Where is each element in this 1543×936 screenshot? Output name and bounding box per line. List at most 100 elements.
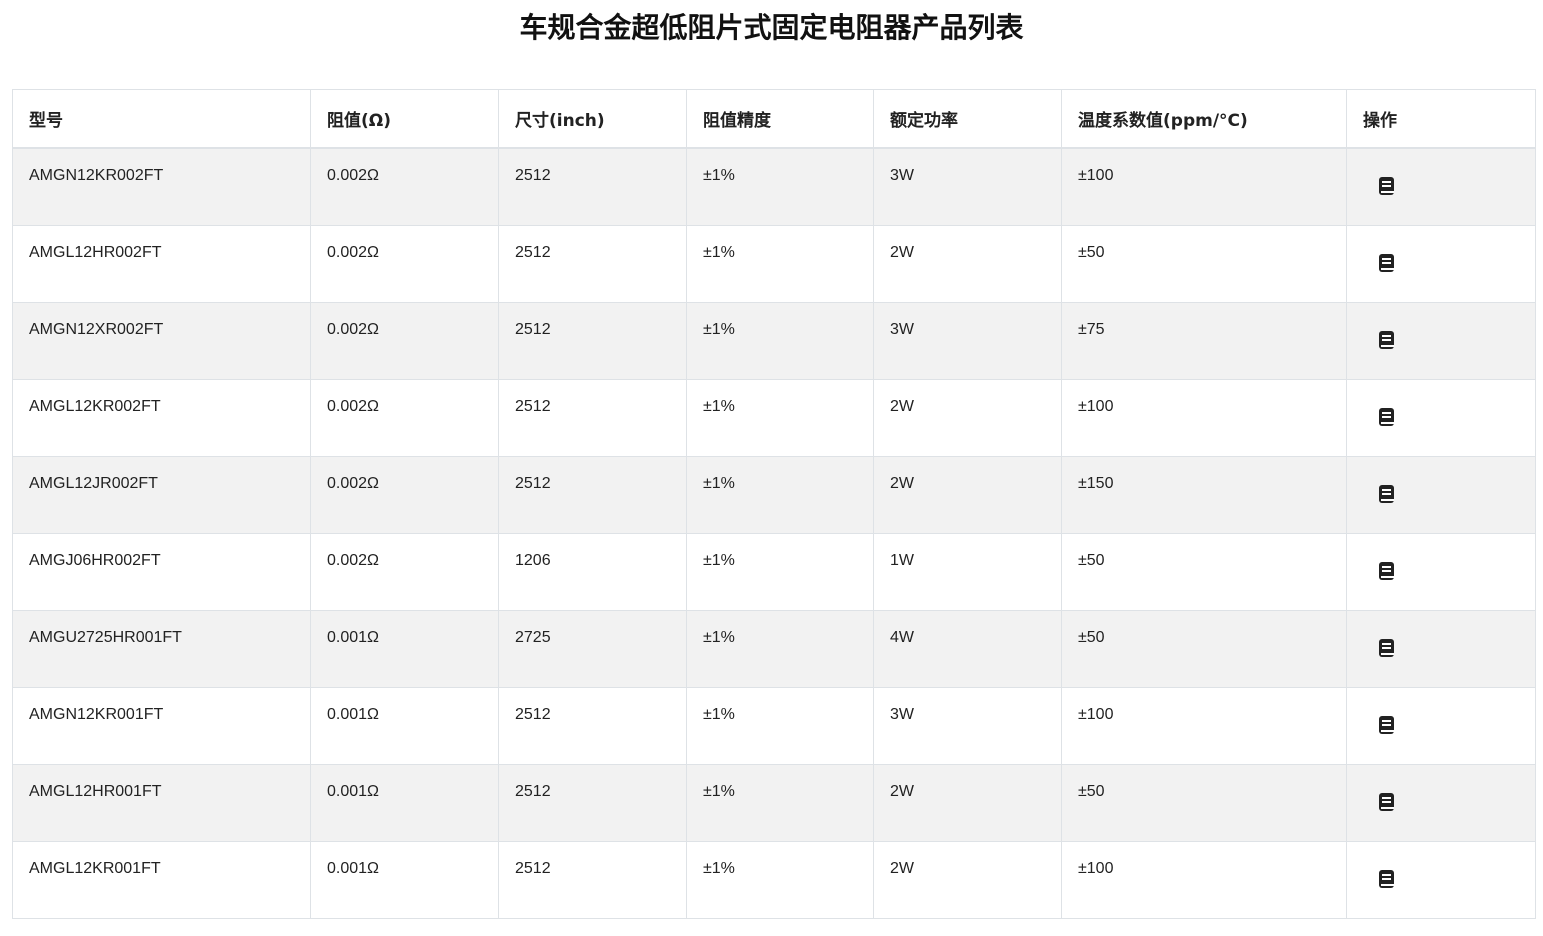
cell-power: 3W <box>873 147 1062 226</box>
cell-action <box>1346 455 1536 534</box>
cell-size: 2512 <box>498 301 687 380</box>
cell-size: 1206 <box>498 532 687 611</box>
cell-resistance: 0.001Ω <box>310 686 499 765</box>
cell-model: AMGL12HR001FT <box>12 763 311 842</box>
book-icon[interactable] <box>1379 561 1394 580</box>
cell-power: 4W <box>873 609 1062 688</box>
book-icon[interactable] <box>1379 715 1394 734</box>
table-row: AMGU2725HR001FT 0.001Ω 2725 ±1% 4W ±50 <box>12 609 1536 688</box>
cell-tcr: ±50 <box>1061 609 1347 688</box>
cell-tolerance: ±1% <box>686 532 874 611</box>
table-row: AMGL12HR001FT 0.001Ω 2512 ±1% 2W ±50 <box>12 763 1536 842</box>
cell-tcr: ±150 <box>1061 455 1347 534</box>
column-header-resistance: 阻值(Ω) <box>310 89 499 149</box>
cell-tcr: ±50 <box>1061 224 1347 303</box>
table-row: AMGN12KR001FT 0.001Ω 2512 ±1% 3W ±100 <box>12 686 1536 765</box>
cell-action <box>1346 763 1536 842</box>
cell-tolerance: ±1% <box>686 686 874 765</box>
cell-action <box>1346 301 1536 380</box>
book-icon[interactable] <box>1379 407 1394 426</box>
cell-tolerance: ±1% <box>686 301 874 380</box>
cell-power: 2W <box>873 840 1062 919</box>
cell-power: 1W <box>873 532 1062 611</box>
cell-action <box>1346 609 1536 688</box>
table-row: AMGL12HR002FT 0.002Ω 2512 ±1% 2W ±50 <box>12 224 1536 303</box>
cell-action <box>1346 840 1536 919</box>
cell-tolerance: ±1% <box>686 455 874 534</box>
column-header-tcr: 温度系数值(ppm/°C) <box>1061 89 1347 149</box>
table-header: 型号 阻值(Ω) 尺寸(inch) 阻值精度 额定功率 温度系数值(ppm/°C) 操作 <box>12 89 1536 149</box>
cell-size: 2512 <box>498 224 687 303</box>
cell-tcr: ±100 <box>1061 378 1347 457</box>
table-row: AMGJ06HR002FT 0.002Ω 1206 ±1% 1W ±50 <box>12 532 1536 611</box>
cell-tolerance: ±1% <box>686 763 874 842</box>
book-icon[interactable] <box>1379 638 1394 657</box>
cell-size: 2512 <box>498 686 687 765</box>
cell-model: AMGL12HR002FT <box>12 224 311 303</box>
cell-resistance: 0.001Ω <box>310 840 499 919</box>
book-icon[interactable] <box>1379 253 1394 272</box>
cell-power: 2W <box>873 378 1062 457</box>
column-header-power: 额定功率 <box>873 89 1062 149</box>
cell-action <box>1346 378 1536 457</box>
table-row: AMGN12KR002FT 0.002Ω 2512 ±1% 3W ±100 <box>12 147 1536 226</box>
cell-model: AMGL12KR002FT <box>12 378 311 457</box>
table-row: AMGL12KR002FT 0.002Ω 2512 ±1% 2W ±100 <box>12 378 1536 457</box>
cell-model: AMGU2725HR001FT <box>12 609 311 688</box>
column-header-model: 型号 <box>12 89 311 149</box>
cell-tcr: ±50 <box>1061 532 1347 611</box>
cell-resistance: 0.002Ω <box>310 224 499 303</box>
cell-action <box>1346 686 1536 765</box>
cell-tcr: ±75 <box>1061 301 1347 380</box>
book-icon[interactable] <box>1379 484 1394 503</box>
cell-resistance: 0.002Ω <box>310 301 499 380</box>
cell-tcr: ±100 <box>1061 147 1347 226</box>
cell-size: 2512 <box>498 455 687 534</box>
cell-tolerance: ±1% <box>686 609 874 688</box>
cell-size: 2512 <box>498 378 687 457</box>
book-icon[interactable] <box>1379 330 1394 349</box>
cell-resistance: 0.001Ω <box>310 763 499 842</box>
book-icon[interactable] <box>1379 177 1394 195</box>
cell-power: 2W <box>873 224 1062 303</box>
book-icon[interactable] <box>1379 792 1394 811</box>
book-icon[interactable] <box>1379 869 1394 888</box>
cell-tolerance: ±1% <box>686 224 874 303</box>
cell-model: AMGJ06HR002FT <box>12 532 311 611</box>
cell-tolerance: ±1% <box>686 147 874 226</box>
cell-resistance: 0.001Ω <box>310 609 499 688</box>
product-table: 型号 阻值(Ω) 尺寸(inch) 阻值精度 额定功率 温度系数值(ppm/°C) 操作 A… <box>12 89 1536 919</box>
cell-action <box>1346 532 1536 611</box>
page-title: 车规合金超低阻片式固定电阻器产品列表 <box>519 11 1024 44</box>
column-header-action: 操作 <box>1346 89 1536 149</box>
cell-size: 2512 <box>498 147 687 226</box>
table-row: AMGN12XR002FT 0.002Ω 2512 ±1% 3W ±75 <box>12 301 1536 380</box>
column-header-size: 尺寸(inch) <box>498 89 687 149</box>
cell-model: AMGL12KR001FT <box>12 840 311 919</box>
cell-power: 3W <box>873 686 1062 765</box>
cell-power: 2W <box>873 455 1062 534</box>
cell-size: 2512 <box>498 763 687 842</box>
cell-resistance: 0.002Ω <box>310 532 499 611</box>
cell-model: AMGN12KR001FT <box>12 686 311 765</box>
cell-tcr: ±50 <box>1061 763 1347 842</box>
cell-tolerance: ±1% <box>686 840 874 919</box>
cell-size: 2512 <box>498 840 687 919</box>
cell-model: AMGN12KR002FT <box>12 147 311 226</box>
table-row: AMGL12JR002FT 0.002Ω 2512 ±1% 2W ±150 <box>12 455 1536 534</box>
cell-resistance: 0.002Ω <box>310 378 499 457</box>
cell-tolerance: ±1% <box>686 378 874 457</box>
cell-size: 2725 <box>498 609 687 688</box>
cell-power: 2W <box>873 763 1062 842</box>
cell-tcr: ±100 <box>1061 840 1347 919</box>
cell-action <box>1346 224 1536 303</box>
cell-resistance: 0.002Ω <box>310 147 499 226</box>
cell-action <box>1346 147 1536 226</box>
table-row: AMGL12KR001FT 0.001Ω 2512 ±1% 2W ±100 <box>12 840 1536 919</box>
cell-tcr: ±100 <box>1061 686 1347 765</box>
cell-model: AMGN12XR002FT <box>12 301 311 380</box>
cell-model: AMGL12JR002FT <box>12 455 311 534</box>
cell-power: 3W <box>873 301 1062 380</box>
cell-resistance: 0.002Ω <box>310 455 499 534</box>
column-header-tolerance: 阻值精度 <box>686 89 874 149</box>
